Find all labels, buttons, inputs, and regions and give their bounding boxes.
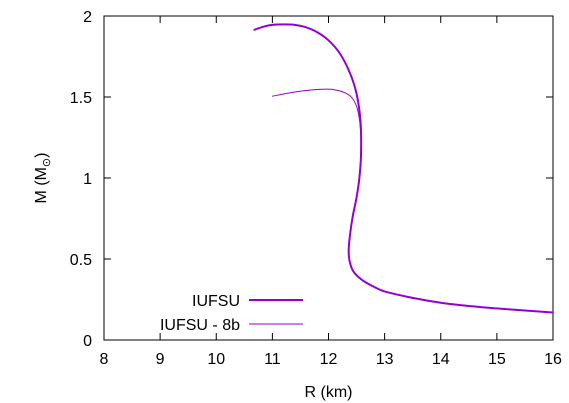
x-tick-label: 14 [432,351,450,368]
x-tick-label: 16 [544,351,562,368]
plot-frame [103,15,554,341]
y-axis-label: M (M⊙) [33,153,53,204]
series-line-iufsu [253,23,553,314]
x-axis-label: R (km) [305,384,353,401]
legend-label-iufsu-8b: IUFSU - 8b [160,317,240,334]
axis-ticks [103,15,554,341]
y-tick-label: 1.5 [70,90,92,107]
series-line-iufsu-8b [271,88,553,313]
axis-tick-labels: 8 9 10 11 12 13 14 15 16 0 0.5 1 1.5 2 [70,9,562,368]
y-tick-label: 0 [83,333,92,350]
y-tick-label: 1 [83,171,92,188]
x-tick-label: 15 [488,351,506,368]
y-tick-label: 2 [83,9,92,26]
y-tick-label: 0.5 [70,252,92,269]
x-tick-label: 12 [320,351,338,368]
series-layer [253,23,553,314]
x-tick-label: 9 [156,351,165,368]
legend: IUFSU IUFSU - 8b [160,293,303,334]
x-tick-label: 10 [207,351,225,368]
x-tick-label: 11 [264,351,281,368]
legend-label-iufsu: IUFSU [192,293,240,310]
x-tick-label: 8 [100,351,109,368]
x-tick-label: 13 [376,351,394,368]
